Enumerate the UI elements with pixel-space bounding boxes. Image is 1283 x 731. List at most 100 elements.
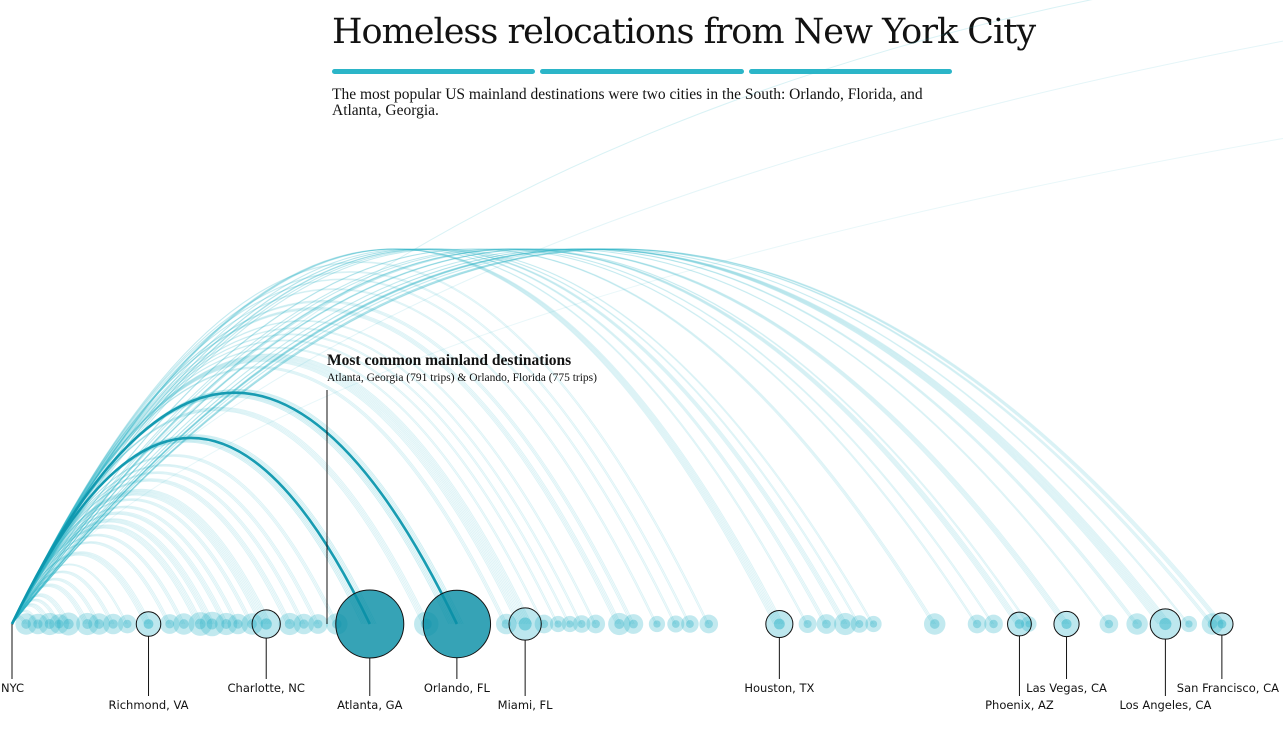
labeled-destination-bubble-core xyxy=(1159,617,1172,631)
destination-arc xyxy=(11,498,254,625)
destination-arc xyxy=(11,492,266,625)
destination-arc xyxy=(11,248,1139,625)
destination-arc xyxy=(11,248,1030,625)
destination-bubble-core xyxy=(1185,620,1193,628)
city-label: NYC xyxy=(1,681,24,695)
destination-bubble-core xyxy=(653,620,661,628)
destination-arc xyxy=(11,306,622,625)
destination-arc xyxy=(11,489,272,625)
destination-arc xyxy=(11,248,976,625)
destination-bubble-core xyxy=(221,618,232,630)
destination-arc xyxy=(11,248,1159,625)
destination-arc xyxy=(11,519,212,625)
annotation: Most common mainland destinations Atlant… xyxy=(326,352,597,624)
destination-arc xyxy=(11,492,264,625)
labeled-destination-bubble-core xyxy=(1217,619,1227,629)
destination-arc xyxy=(11,248,1016,625)
destination-bubble xyxy=(278,612,301,636)
destination-bubble xyxy=(648,615,666,633)
destination-bubble xyxy=(561,615,578,633)
destination-arc xyxy=(11,248,1018,625)
labeled-destination-bubble-core xyxy=(773,618,785,630)
destination-arc xyxy=(11,248,1224,625)
destination-bubble xyxy=(572,615,591,633)
destination-bubble-core xyxy=(822,619,831,629)
destination-arc xyxy=(11,360,520,625)
destination-arc xyxy=(11,248,1065,625)
top-destination-arc xyxy=(10,391,459,625)
destination-bubble-core xyxy=(1025,620,1033,628)
destination-arc xyxy=(11,339,559,625)
destination-arc xyxy=(11,248,1020,625)
destination-arc xyxy=(11,248,860,625)
destination-arc xyxy=(11,534,184,625)
destination-arc xyxy=(11,499,251,625)
destination-arc xyxy=(11,248,978,625)
city-label: Atlanta, GA xyxy=(337,698,402,712)
annotation-detail: Atlanta, Georgia (791 trips) & Orlando, … xyxy=(327,372,597,384)
destination-arc xyxy=(11,512,227,625)
destination-arc xyxy=(11,505,240,625)
destination-bubble-core xyxy=(63,618,74,630)
destination-arc xyxy=(11,248,778,625)
destination-arc xyxy=(11,346,545,625)
destination-arc xyxy=(11,248,1211,625)
destination-bubble xyxy=(495,613,517,635)
destination-arc xyxy=(11,309,617,625)
destination-arc xyxy=(11,307,620,625)
destination-arc xyxy=(11,353,532,625)
destination-bubble-core xyxy=(972,619,982,629)
destination-bubble-core xyxy=(671,620,680,628)
destination-bubble-core xyxy=(501,619,511,629)
destination-bubble xyxy=(49,614,69,634)
destination-arc xyxy=(11,361,518,625)
destination-bubble-core xyxy=(82,618,93,630)
destination-arc xyxy=(11,479,291,625)
destination-arc xyxy=(11,506,238,625)
destination-arc xyxy=(11,542,168,625)
city-label: Charlotte, NC xyxy=(228,681,305,695)
destination-bubble-core xyxy=(614,618,625,630)
destination-bubble xyxy=(865,615,882,633)
destination-bubble xyxy=(199,611,225,637)
destination-bubble-core xyxy=(284,618,295,630)
destination-bubble-core xyxy=(855,620,864,628)
destination-arc xyxy=(11,333,571,625)
destination-arc xyxy=(11,262,708,625)
destination-bubble-core xyxy=(566,620,574,628)
destination-arc xyxy=(11,334,569,625)
labeled-destination-bubble xyxy=(422,589,492,659)
destination-bubble-core xyxy=(94,619,104,629)
destination-bubble-core xyxy=(869,620,878,628)
destination-bubble xyxy=(923,613,946,635)
destination-arc xyxy=(11,248,1169,625)
offscreen-arcs xyxy=(11,0,1283,625)
destination-bubble xyxy=(798,614,817,634)
destination-arc xyxy=(11,551,152,625)
destination-bubble-core xyxy=(313,619,323,629)
destination-arc xyxy=(11,512,226,625)
arc-layer xyxy=(10,248,1224,625)
destination-bubble-core xyxy=(1104,619,1114,629)
destination-arc xyxy=(11,248,1137,625)
destination-arc xyxy=(11,357,524,625)
destination-bubble xyxy=(56,612,81,636)
destination-arc xyxy=(11,248,1023,625)
destination-arc xyxy=(11,248,1162,625)
destination-arc xyxy=(11,248,933,625)
destination-bubble-core xyxy=(554,620,562,628)
destination-arc xyxy=(11,519,214,625)
destination-bubble-core xyxy=(989,619,998,629)
labeled-destination-bubble xyxy=(1210,612,1234,636)
destination-bubble xyxy=(88,613,110,635)
destination-bubble xyxy=(173,613,195,635)
leader-line-layer xyxy=(11,624,1223,696)
labeled-destination-bubble-core xyxy=(260,618,272,630)
destination-bubble-core xyxy=(685,620,694,628)
destination-bubble xyxy=(159,614,180,634)
destination-bubble xyxy=(681,615,699,633)
destination-bubble xyxy=(118,614,137,634)
destination-arc xyxy=(11,494,261,625)
destination-arc xyxy=(11,301,634,625)
destination-arc xyxy=(11,248,1190,625)
